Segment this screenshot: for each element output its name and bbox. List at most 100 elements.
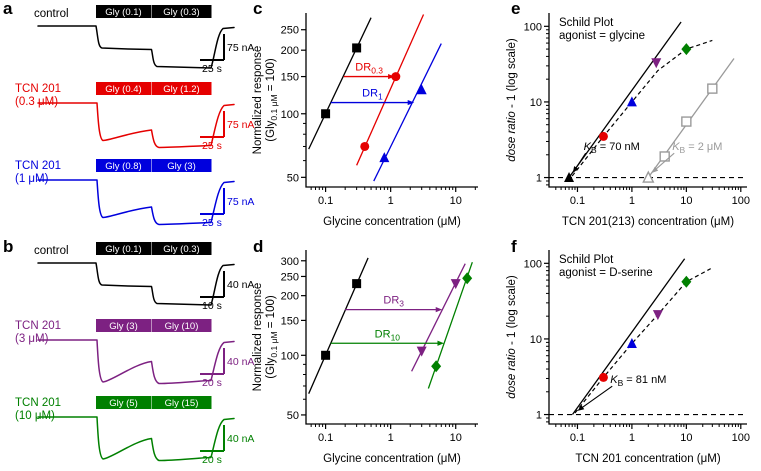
- x-tick-label: 10: [450, 432, 462, 444]
- fit-line: [356, 14, 425, 166]
- y-tick-label: 10: [530, 334, 542, 346]
- dose-ratio-arrow-label: DR10: [375, 328, 401, 342]
- x-axis-label: TCN 201 concentration (μM): [575, 453, 720, 465]
- y-tick-label: 100: [524, 258, 542, 270]
- y-axis-label: dose ratio - 1 (log scale): [506, 275, 518, 399]
- stimulus-bar-label: Gly (15): [165, 398, 199, 409]
- y-axis-label: Normalized response: [252, 46, 264, 155]
- condition-label: TCN 201: [15, 160, 61, 172]
- stimulus-bar: [96, 82, 151, 95]
- data-point-triangle-up: [626, 338, 637, 349]
- annotation-arrow: [574, 152, 587, 170]
- panel-b-traces: control Gly (0.1) Gly (0.3) 40 nA 10 s TCN 20…: [8, 240, 254, 471]
- data-point-square: [321, 350, 331, 360]
- arrowhead: [577, 404, 585, 411]
- condition-label: control: [34, 8, 69, 20]
- x-axis-label: Glycine concentration (μM): [323, 216, 461, 228]
- stimulus-bar-label: Gly (5): [109, 398, 138, 409]
- trace-row: TCN 201(0.3 μM) Gly (0.4) Gly (1.2) 75 nA 25…: [15, 82, 254, 152]
- x-tick-label: 1: [388, 432, 394, 444]
- condition-label: (1 μM): [15, 173, 49, 185]
- scale-label-time: 25 s: [202, 140, 222, 152]
- panel-label-d: d: [253, 237, 264, 256]
- panel-c-chart: 0.1 1 10 50 100 150 200 250 Glycine concentratio…: [252, 13, 478, 228]
- chart-title: Schild Plot: [559, 254, 614, 266]
- trace-svg-b: control Gly (0.1) Gly (0.3) 40 nA 10 s TCN 20…: [15, 242, 254, 466]
- x-tick-label: 0.1: [570, 432, 585, 444]
- data-point-circle: [598, 372, 608, 382]
- scale-label-time: 10 s: [202, 300, 222, 312]
- stimulus-bar-label: Gly (3): [109, 321, 138, 332]
- y-tick-label: 1: [536, 173, 542, 185]
- y-tick-label: 250: [281, 271, 299, 283]
- fit-curve: [574, 268, 711, 414]
- fit-curve: [571, 39, 713, 177]
- y-axis-label: (Gly0.1 μM = 100): [265, 295, 279, 379]
- panel-label-a: a: [3, 0, 13, 18]
- chart-title: Schild Plot: [559, 17, 614, 29]
- current-trace: [37, 339, 235, 385]
- stimulus-bar-label: Gly (1.2): [163, 84, 199, 95]
- x-tick-label: 1: [629, 195, 635, 207]
- annotation-arrow: [654, 152, 675, 171]
- y-tick-label: 50: [287, 410, 299, 422]
- arrowhead: [437, 340, 444, 346]
- stimulus-bar-label: Gly (0.1): [105, 244, 141, 255]
- y-axis-label: dose ratio - 1 (log scale): [506, 38, 518, 162]
- stimulus-bar: [151, 319, 212, 332]
- data-point-circle: [598, 131, 608, 141]
- condition-label: TCN 201: [15, 320, 61, 332]
- y-tick-label: 50: [287, 172, 299, 184]
- scale-label-current: 75 nA: [227, 196, 254, 208]
- dose-ratio-arrow-label: DR1: [362, 88, 383, 102]
- data-point-triangle-down: [416, 346, 427, 357]
- panel-d-chart: 0.1 1 10 50 100 150 200 250 300 Glycine concentra…: [252, 250, 478, 465]
- data-point-triangle-down: [652, 310, 663, 321]
- condition-label: control: [34, 245, 69, 257]
- stimulus-bar-label: Gly (0.4): [105, 84, 141, 95]
- panel-a-traces: control Gly (0.1) Gly (0.3) 75 nA 25 s TCN 20…: [8, 3, 254, 237]
- stimulus-bar: [96, 319, 151, 332]
- arrowhead: [651, 166, 659, 173]
- arrowhead: [572, 166, 579, 173]
- current-trace: [37, 262, 235, 306]
- condition-label: (3 μM): [15, 333, 49, 345]
- condition-label: TCN 201: [15, 83, 61, 95]
- trace-row: TCN 201(10 μM) Gly (5) Gly (15) 40 nA 20 s: [15, 396, 254, 466]
- kb-annotation: KB = 70 nM: [584, 141, 640, 155]
- data-point-triangle-up: [379, 152, 390, 163]
- condition-label: (0.3 μM): [15, 96, 58, 108]
- data-point-triangle-up: [564, 172, 575, 183]
- data-point-triangle-up: [626, 96, 637, 107]
- kb-annotation: KB = 81 nM: [610, 374, 666, 388]
- panel-label-c: c: [253, 0, 263, 18]
- y-tick-label: 100: [281, 109, 299, 121]
- data-point-square: [352, 279, 362, 289]
- scale-label-current: 40 nA: [227, 433, 254, 445]
- x-tick-label: 10: [450, 195, 462, 207]
- dose-ratio-arrow-label: DR0.3: [355, 62, 383, 76]
- panel-f-chart: 0.1 1 10 100 1 10 100 TCN 201 concentration (μM…: [506, 250, 750, 465]
- stimulus-bar-label: Gly (0.3): [163, 7, 199, 18]
- x-axis-label: TCN 201(213) concentration (μM): [562, 216, 734, 228]
- chart-title: agonist = D-serine: [559, 267, 653, 279]
- data-point-diamond: [462, 272, 473, 285]
- stimulus-bar: [96, 396, 151, 409]
- scale-label-time: 25 s: [202, 217, 222, 229]
- y-tick-label: 150: [281, 315, 299, 327]
- y-tick-label: 150: [281, 72, 299, 84]
- fit-line: [308, 17, 372, 150]
- x-axis-label: Glycine concentration (μM): [323, 453, 461, 465]
- data-point-open-triangle: [642, 170, 655, 183]
- x-tick-label: 10: [680, 195, 692, 207]
- y-tick-label: 200: [281, 291, 299, 303]
- arrowhead: [435, 307, 443, 313]
- y-tick-label: 100: [281, 350, 299, 362]
- stimulus-bar: [151, 242, 212, 255]
- y-tick-label: 100: [524, 21, 542, 33]
- data-point-diamond: [681, 275, 692, 288]
- stimulus-bar-label: Gly (3): [167, 161, 196, 172]
- x-tick-label: 0.1: [318, 195, 333, 207]
- x-tick-label: 1: [388, 195, 394, 207]
